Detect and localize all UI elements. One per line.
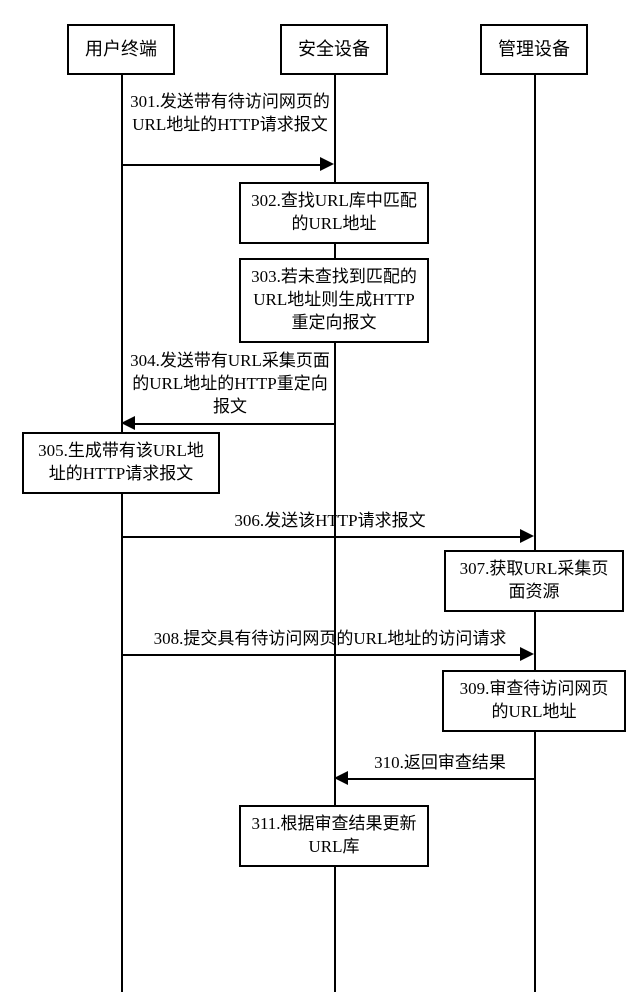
step-304-label: 304.发送带有URL采集页面的URL地址的HTTP重定向报文 xyxy=(130,350,330,419)
actor-user: 用户终端 xyxy=(67,24,175,75)
actor-manager: 管理设备 xyxy=(480,24,588,75)
step-306-arrowhead xyxy=(520,529,534,543)
step-306-arrow xyxy=(121,536,520,538)
step-301-arrowhead xyxy=(320,157,334,171)
step-308-arrowhead xyxy=(520,647,534,661)
actor-device: 安全设备 xyxy=(280,24,388,75)
step-310-label: 310.返回审查结果 xyxy=(360,752,520,775)
actor-user-label: 用户终端 xyxy=(85,39,157,59)
step-304-arrowhead xyxy=(121,416,135,430)
step-310-arrow xyxy=(348,778,534,780)
step-311-box: 311.根据审查结果更新URL库 xyxy=(239,805,429,867)
step-310-arrowhead xyxy=(334,771,348,785)
actor-manager-label: 管理设备 xyxy=(498,39,570,59)
step-305-box: 305.生成带有该URL地址的HTTP请求报文 xyxy=(22,432,220,494)
sequence-diagram: 用户终端 安全设备 管理设备 301.发送带有待访问网页的URL地址的HTTP请… xyxy=(0,0,632,1000)
step-308-label: 308.提交具有待访问网页的URL地址的访问请求 xyxy=(135,628,525,651)
step-309-box: 309.审查待访问网页的URL地址 xyxy=(442,670,626,732)
step-306-label: 306.发送该HTTP请求报文 xyxy=(220,510,440,533)
step-301-arrow xyxy=(121,164,320,166)
step-303-box: 303.若未查找到匹配的URL地址则生成HTTP重定向报文 xyxy=(239,258,429,343)
lifeline-manager xyxy=(534,74,536,992)
step-307-box: 307.获取URL采集页面资源 xyxy=(444,550,624,612)
lifeline-user xyxy=(121,74,123,992)
actor-device-label: 安全设备 xyxy=(298,39,370,59)
step-304-arrow xyxy=(135,423,334,425)
step-308-arrow xyxy=(121,654,520,656)
step-302-box: 302.查找URL库中匹配的URL地址 xyxy=(239,182,429,244)
step-301-label: 301.发送带有待访问网页的URL地址的HTTP请求报文 xyxy=(130,91,330,137)
